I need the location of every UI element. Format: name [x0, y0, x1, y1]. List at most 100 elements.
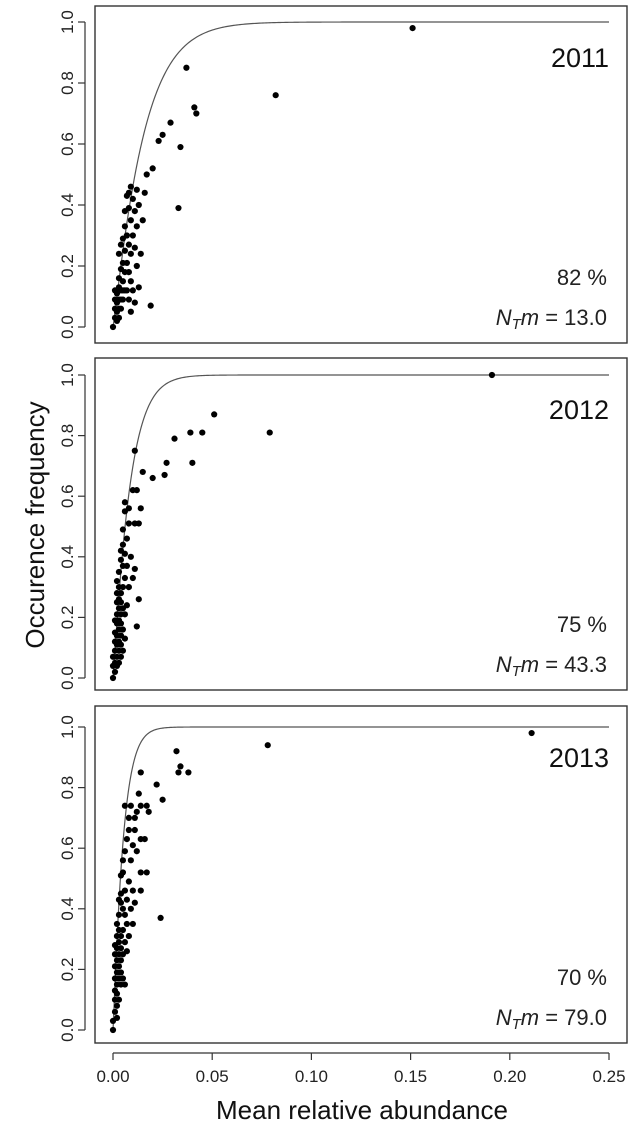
data-point: [129, 920, 136, 928]
y-tick-label: 0.8: [58, 776, 77, 800]
data-point: [117, 305, 125, 312]
data-point: [185, 769, 192, 776]
fitted-curve: [112, 726, 609, 1031]
data-point: [109, 323, 117, 331]
data-point: [175, 204, 182, 212]
data-point: [133, 808, 140, 815]
y-tick-label: 0.0: [58, 666, 77, 690]
ntm-label: NTm = 43.3: [496, 652, 607, 680]
data-point: [149, 474, 156, 482]
data-point: [272, 92, 279, 99]
data-point: [133, 623, 140, 630]
data-point: [125, 814, 132, 822]
data-point: [131, 814, 138, 822]
data-point: [145, 808, 152, 815]
data-point: [119, 541, 127, 548]
data-point: [133, 262, 140, 270]
data-point: [125, 932, 132, 940]
data-point: [153, 781, 160, 788]
data-point: [409, 25, 416, 32]
data-point: [127, 857, 134, 864]
data-point: [127, 905, 134, 912]
data-point: [139, 468, 146, 476]
ntm-label: NTm = 13.0: [496, 305, 607, 333]
data-point: [119, 584, 127, 591]
data-point: [123, 287, 130, 294]
data-point: [157, 914, 164, 921]
y-tick-label: 0.2: [58, 606, 77, 630]
data-point: [133, 223, 140, 230]
data-point: [139, 217, 146, 224]
data-point: [121, 499, 129, 506]
plot-frame: [94, 5, 628, 344]
x-tick-label: 0.10: [295, 1067, 328, 1086]
data-point: [127, 802, 134, 809]
data-point: [129, 842, 136, 849]
data-point: [125, 296, 132, 303]
data-point: [177, 143, 184, 151]
data-point: [137, 769, 144, 776]
data-point: [121, 635, 129, 642]
ntm-sub: T: [512, 663, 523, 680]
ntm-label: NTm = 79.0: [496, 1005, 607, 1033]
year-label: 2012: [549, 395, 609, 425]
data-point: [125, 204, 132, 212]
data-point: [123, 232, 130, 239]
data-point: [117, 899, 125, 906]
data-point: [135, 201, 142, 209]
data-point: [121, 939, 129, 946]
data-point: [123, 562, 130, 569]
data-point: [113, 1014, 121, 1021]
x-tick-label: 0.25: [592, 1067, 625, 1086]
y-tick-label: 0.6: [58, 836, 77, 860]
data-point: [131, 447, 138, 454]
data-point: [159, 796, 166, 803]
data-point: [528, 729, 535, 737]
data-point: [117, 945, 125, 952]
y-tick-label: 0.4: [58, 545, 77, 569]
y-tick-label: 0.4: [58, 193, 77, 217]
data-point: [115, 568, 123, 576]
data-point: [191, 104, 198, 111]
year-label: 2011: [551, 43, 609, 73]
data-point: [161, 471, 168, 479]
data-point: [119, 296, 127, 303]
data-point: [155, 137, 162, 145]
data-point: [113, 920, 121, 928]
data-point: [117, 590, 125, 597]
ntm-value: = 43.3: [539, 652, 607, 677]
data-point: [123, 602, 130, 609]
data-point: [129, 574, 136, 582]
data-point: [119, 278, 127, 285]
fitted-curve: [112, 374, 609, 679]
y-tick-label: 0.8: [58, 71, 77, 95]
data-point: [117, 957, 125, 964]
data-point: [123, 535, 130, 542]
data-point: [117, 241, 125, 248]
data-point: [125, 241, 132, 248]
data-point: [133, 487, 140, 494]
data-point: [121, 574, 129, 582]
data-point: [149, 165, 156, 172]
data-point: [129, 287, 136, 294]
data-point: [131, 826, 138, 834]
data-point: [183, 64, 190, 71]
data-point: [167, 119, 174, 126]
data-point: [137, 250, 144, 257]
data-point: [127, 308, 134, 315]
x-axis-title: Mean relative abundance: [216, 1095, 508, 1125]
ntm-m: m: [521, 652, 539, 677]
data-point: [131, 899, 138, 906]
data-point: [119, 975, 127, 982]
data-point: [123, 920, 130, 928]
plot-frame: [94, 705, 628, 1044]
y-tick-label: 1.0: [58, 715, 77, 739]
x-tick-label: 0.15: [394, 1067, 427, 1086]
data-point: [135, 284, 142, 291]
data-point: [131, 244, 138, 251]
data-point: [119, 869, 127, 876]
data-point: [121, 550, 129, 557]
year-label: 2013: [549, 743, 609, 773]
data-point: [125, 584, 132, 591]
